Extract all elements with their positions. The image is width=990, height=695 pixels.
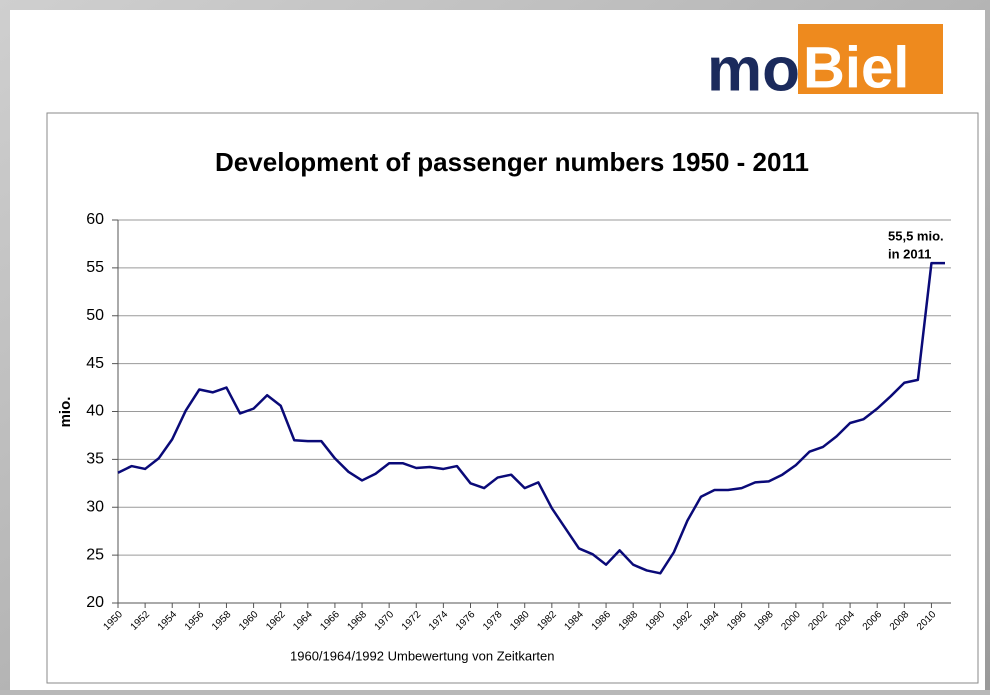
data-line (117, 261, 945, 575)
logo-dark: mo (707, 35, 800, 104)
y-tick-label: 25 (86, 546, 104, 563)
y-tick-label: 40 (86, 403, 104, 420)
logo-light: Biel (803, 35, 909, 100)
y-tick-label: 55 (86, 259, 104, 276)
y-tick-label: 30 (86, 498, 104, 515)
chart-box (46, 112, 979, 684)
y-tick-label: 60 (86, 211, 104, 228)
y-tick-label: 20 (86, 594, 104, 611)
y-tick-label: 50 (86, 307, 104, 324)
y-tick-label: 45 (86, 355, 104, 372)
annotation: in 2011 (888, 246, 931, 261)
chart-title: Development of passenger numbers 1950 - … (215, 147, 809, 177)
y-tick-label: 35 (86, 451, 104, 468)
y-axis-label: mio. (57, 397, 74, 428)
logo-box (798, 24, 943, 94)
note: 1960/1964/1992 Umbewertung von Zeitkarte… (290, 648, 555, 663)
annotation: 55,5 mio. (888, 228, 944, 243)
